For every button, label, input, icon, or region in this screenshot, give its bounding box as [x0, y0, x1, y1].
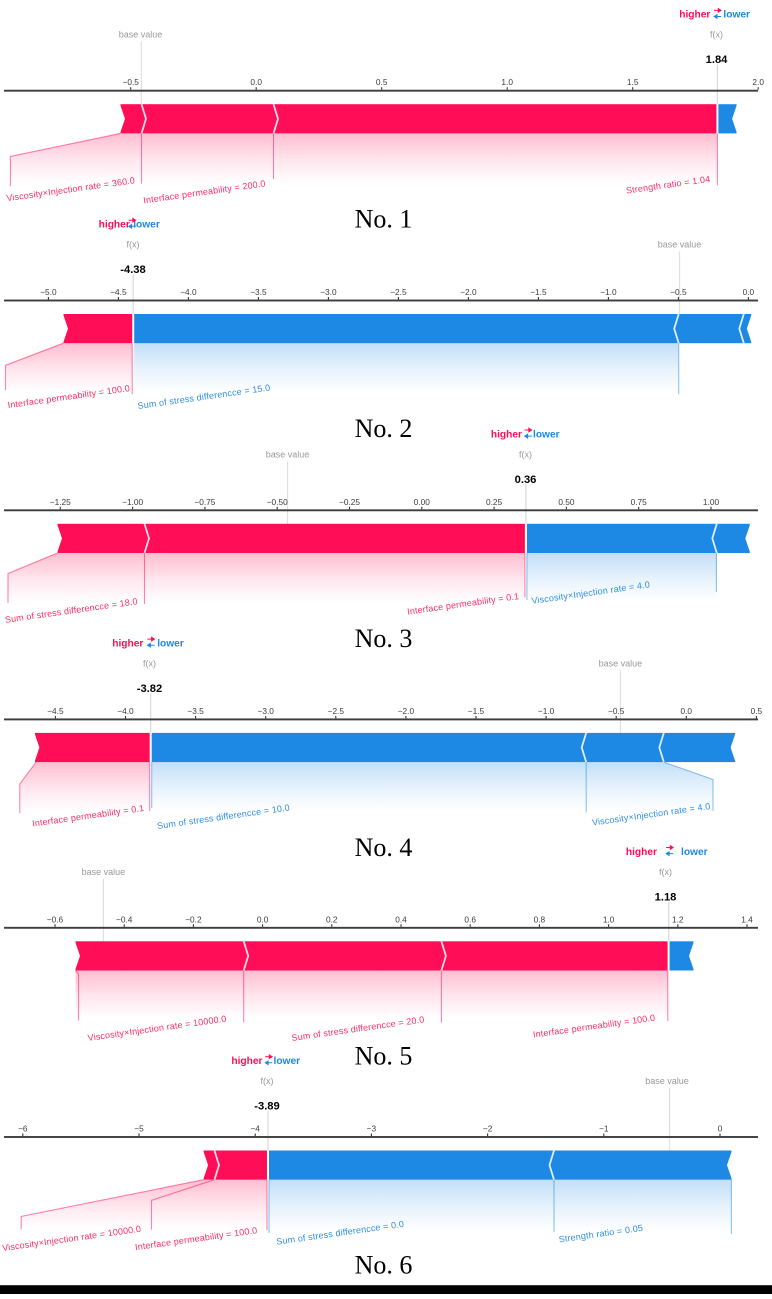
svg-text:−0.75: −0.75: [194, 497, 215, 507]
svg-text:1.2: 1.2: [672, 914, 684, 924]
svg-text:1.84: 1.84: [706, 54, 729, 66]
svg-text:−0.5: −0.5: [670, 287, 687, 297]
svg-text:0.5: 0.5: [376, 77, 388, 87]
svg-text:0.00: 0.00: [414, 497, 431, 507]
svg-text:−4.5: −4.5: [110, 287, 127, 297]
svg-text:−2: −2: [483, 1124, 493, 1134]
svg-text:−3: −3: [367, 1124, 377, 1134]
svg-text:No. 4: No. 4: [355, 833, 413, 862]
svg-text:−1.5: −1.5: [468, 706, 485, 716]
svg-text:0.6: 0.6: [464, 914, 476, 924]
svg-text:0: 0: [718, 1124, 723, 1134]
svg-text:1.00: 1.00: [703, 497, 720, 507]
svg-text:-4.38: -4.38: [120, 264, 146, 276]
svg-text:base value: base value: [658, 240, 702, 250]
svg-text:−0.6: −0.6: [47, 914, 64, 924]
svg-text:f(x): f(x): [127, 240, 140, 250]
svg-text:No. 2: No. 2: [355, 414, 413, 443]
svg-text:f(x): f(x): [659, 867, 672, 877]
svg-text:−3.0: −3.0: [258, 706, 275, 716]
svg-text:1.4: 1.4: [741, 914, 753, 924]
svg-text:0.0: 0.0: [681, 706, 693, 716]
svg-text:lower: lower: [723, 10, 750, 21]
svg-text:−1.25: −1.25: [50, 497, 71, 507]
svg-text:0.50: 0.50: [558, 497, 575, 507]
svg-text:base value: base value: [82, 867, 126, 877]
svg-text:-3.82: -3.82: [137, 683, 163, 695]
svg-text:−2.0: −2.0: [460, 287, 477, 297]
svg-text:−3.0: −3.0: [320, 287, 337, 297]
svg-text:−5.0: −5.0: [40, 287, 57, 297]
svg-text:base value: base value: [645, 1076, 689, 1086]
svg-text:−3.5: −3.5: [187, 706, 204, 716]
svg-text:−2.0: −2.0: [398, 706, 415, 716]
svg-text:No. 1: No. 1: [355, 204, 413, 233]
svg-text:−0.5: −0.5: [608, 706, 625, 716]
svg-text:f(x): f(x): [143, 658, 156, 668]
svg-text:−0.25: −0.25: [339, 497, 360, 507]
svg-text:−1.00: −1.00: [122, 497, 143, 507]
svg-text:−0.5: −0.5: [123, 77, 140, 87]
svg-text:0.5: 0.5: [751, 706, 763, 716]
svg-text:−1.0: −1.0: [538, 706, 555, 716]
svg-text:−6: −6: [18, 1124, 28, 1134]
svg-text:−0.4: −0.4: [116, 914, 133, 924]
svg-text:−5: −5: [134, 1124, 144, 1134]
svg-text:1.0: 1.0: [603, 914, 615, 924]
svg-text:−1.5: −1.5: [530, 287, 547, 297]
svg-text:lower: lower: [274, 1056, 301, 1067]
svg-text:0.36: 0.36: [515, 474, 537, 486]
svg-text:lower: lower: [681, 847, 708, 858]
svg-text:No. 5: No. 5: [355, 1041, 413, 1070]
svg-text:1.18: 1.18: [655, 891, 677, 903]
svg-text:0.8: 0.8: [534, 914, 546, 924]
svg-text:−0.50: −0.50: [267, 497, 288, 507]
svg-text:No. 6: No. 6: [355, 1251, 413, 1280]
svg-text:−1.0: −1.0: [600, 287, 617, 297]
svg-text:No. 3: No. 3: [355, 624, 413, 653]
svg-text:0.25: 0.25: [486, 497, 503, 507]
svg-text:lower: lower: [157, 638, 184, 649]
svg-text:higher: higher: [679, 10, 710, 21]
svg-text:lower: lower: [133, 220, 160, 231]
svg-text:higher: higher: [491, 429, 522, 440]
svg-text:lower: lower: [533, 429, 560, 440]
svg-text:−3.5: −3.5: [250, 287, 267, 297]
svg-text:0.0: 0.0: [743, 287, 755, 297]
svg-text:0.2: 0.2: [326, 914, 338, 924]
svg-text:f(x): f(x): [710, 30, 723, 40]
svg-text:base value: base value: [119, 30, 163, 40]
svg-text:0.75: 0.75: [631, 497, 648, 507]
svg-text:−4: −4: [250, 1124, 260, 1134]
svg-text:higher: higher: [112, 638, 143, 649]
svg-text:higher: higher: [626, 847, 657, 858]
svg-text:−0.2: −0.2: [185, 914, 202, 924]
svg-text:-3.89: -3.89: [254, 1101, 280, 1113]
svg-text:−4.0: −4.0: [117, 706, 134, 716]
svg-text:higher: higher: [99, 220, 130, 231]
svg-text:−4.5: −4.5: [47, 706, 64, 716]
svg-text:f(x): f(x): [261, 1076, 274, 1086]
svg-text:−1: −1: [599, 1124, 609, 1134]
svg-text:0.0: 0.0: [257, 914, 269, 924]
svg-text:1.0: 1.0: [501, 77, 513, 87]
svg-text:base value: base value: [599, 658, 643, 668]
svg-text:−4.0: −4.0: [180, 287, 197, 297]
svg-text:0.4: 0.4: [395, 914, 407, 924]
svg-text:base value: base value: [266, 449, 310, 459]
svg-text:1.5: 1.5: [627, 77, 639, 87]
svg-text:−2.5: −2.5: [390, 287, 407, 297]
svg-text:2.0: 2.0: [752, 77, 764, 87]
svg-text:f(x): f(x): [519, 449, 532, 459]
svg-text:−2.5: −2.5: [328, 706, 345, 716]
svg-text:higher: higher: [231, 1056, 262, 1067]
svg-text:0.0: 0.0: [250, 77, 262, 87]
